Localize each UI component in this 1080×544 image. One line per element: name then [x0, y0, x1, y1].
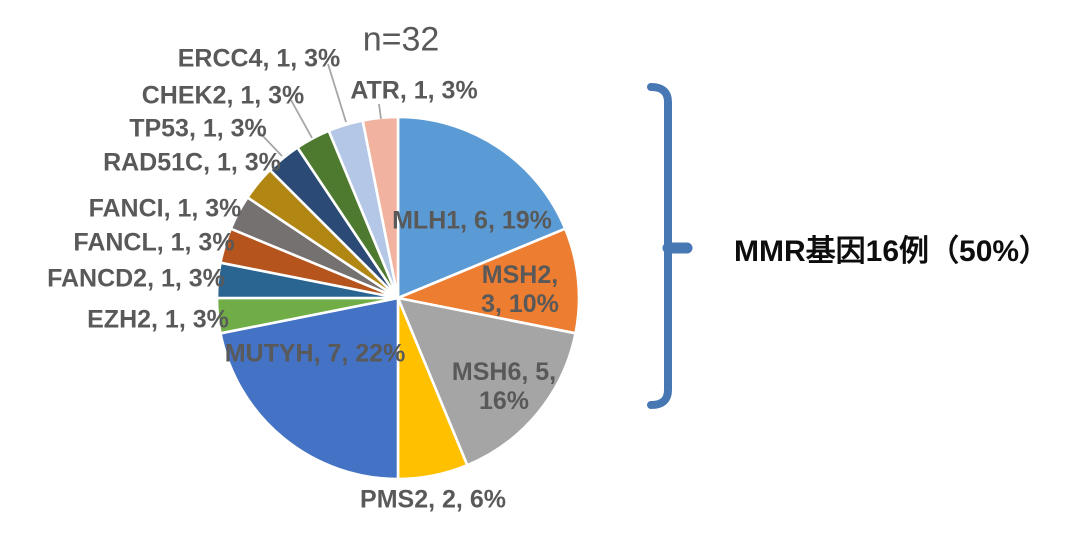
slice-label-fancl: FANCL, 1, 3%	[73, 228, 235, 257]
slice-label-rad51c: RAD51C, 1, 3%	[103, 148, 281, 177]
leader-lines	[258, 63, 382, 157]
pie-slice-msh6	[396, 296, 577, 467]
slice-label-msh6: MSH6, 5, 16%	[451, 358, 557, 415]
annotation-bracket	[647, 83, 693, 409]
slice-label-pms2: PMS2, 2, 6%	[360, 485, 506, 514]
slice-label-msh2: MSH2, 3, 10%	[481, 261, 559, 318]
slice-label-fanci: FANCI, 1, 3%	[88, 194, 242, 223]
slice-label-mlh1: MLH1, 6, 19%	[392, 206, 552, 235]
pie-slice-mutyh	[219, 296, 400, 481]
annotation-label: MMR基因16例（50%）	[734, 235, 1050, 268]
pie-slices	[215, 115, 581, 481]
slice-label-tp53: TP53, 1, 3%	[129, 114, 267, 143]
leader-line-ercc4	[327, 63, 347, 123]
slice-label-fancd2: FANCD2, 1, 3%	[47, 264, 225, 293]
pie-slice-mlh1	[396, 115, 567, 300]
leader-line-chek2	[290, 99, 313, 139]
slice-label-ezh2: EZH2, 1, 3%	[87, 305, 229, 334]
chart-title: n=32	[362, 20, 440, 59]
pie-slice-msh2	[396, 227, 581, 335]
slice-label-atr: ATR, 1, 3%	[350, 76, 478, 105]
leader-line-atr	[378, 103, 382, 120]
slice-label-chek2: CHEK2, 1, 3%	[141, 81, 305, 110]
slice-label-ercc4: ERCC4, 1, 3%	[177, 44, 341, 73]
slice-label-mutyh: MUTYH, 7, 22%	[224, 339, 406, 368]
leader-line-tp53	[258, 131, 283, 157]
